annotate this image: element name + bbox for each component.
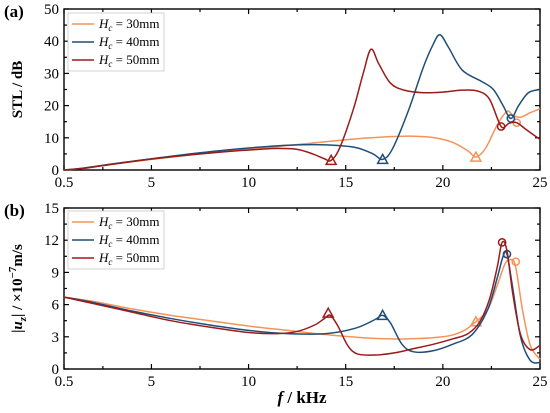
triangle-marker-h30 [469,150,483,162]
legend-entry: Hc = 40mm [98,34,159,51]
legend-label: = 40mm [112,34,159,49]
triangle-marker-h30 [469,315,483,327]
x-tick-label: 0.5 [55,374,74,390]
y-tick-label: 20 [44,99,59,115]
x-tick-label: 25 [533,374,548,390]
x-axis-label: f / kHz [277,388,327,407]
series-line-h30 [63,258,541,360]
legend-sub: c [108,23,112,33]
chart-panel-a: 0.5 5 10 15 20 25 0 10 20 30 40 50 (a) STL / dB Hc = 3… [4,2,548,191]
legend-entry: Hc = 50mm [98,52,159,69]
triangle-marker-h50 [321,306,335,318]
legend-entry: Hc = 30mm [98,16,159,33]
x-tick-label: 15 [338,374,353,390]
x-tick-label: 15 [338,175,353,191]
legend-label: = 50mm [112,52,159,67]
legend-label: = 30mm [112,16,159,31]
x-label-unit: / kHz [283,388,327,407]
legend-sub: c [108,257,112,267]
y-tick-label: 12 [44,233,59,249]
y-axis-label: STL / dB [10,61,26,119]
series-line-h50 [63,48,541,171]
y-axis-label: |uz| / ×10−7m/s [7,244,29,333]
circle-marker-h30 [511,257,521,267]
legend-var: H [98,34,109,49]
y-label-unit: m/s [10,244,26,267]
legend-label: = 30mm [112,214,159,229]
y-tick-label: 3 [52,330,60,346]
x-tick-label: 20 [435,175,450,191]
y-tick-label: 40 [44,34,59,50]
y-tick-label: 30 [44,66,59,82]
legend-label: = 40mm [112,232,159,247]
x-tick-label: 5 [148,175,156,191]
x-tick-label: 10 [241,175,256,191]
y-label-sub: z [17,316,29,322]
x-label-var: f [277,388,285,407]
legend-sub: c [108,59,112,69]
x-tick-label: 10 [241,374,256,390]
y-tick-label: 0 [52,163,60,179]
legend-var: H [98,52,109,67]
x-tick-label: 0.5 [55,175,74,191]
panel-label: (a) [4,2,24,21]
legend-sub: c [108,41,112,51]
triangle-marker-h50 [324,153,338,166]
circle-marker-h50 [497,237,507,247]
chart-panel-b: 0.5 5 10 15 20 25 0 3 6 9 12 15 (b) |uz| / ×10−7m/s f … [4,201,548,407]
circle-marker-h50 [496,122,506,131]
x-tick-label: 5 [148,374,156,390]
y-tick-label: 50 [44,2,59,18]
x-tick-label: 20 [435,374,450,390]
legend-var: H [98,16,109,31]
y-label-sup: −7 [7,266,19,278]
legend-label: = 50mm [112,250,159,265]
triangle-marker-h40 [376,152,389,165]
y-label-var: u [10,321,26,329]
legend-var: H [98,214,109,229]
series-line-h50 [63,240,541,356]
legend-entry: Hc = 30mm [98,214,159,231]
y-label-part: | [10,330,26,333]
y-tick-label: 10 [44,131,59,147]
y-tick-label: 6 [52,298,60,314]
y-tick-label: 15 [44,201,59,217]
y-tick-label: 0 [52,362,60,378]
legend-entry: Hc = 50mm [98,250,159,267]
x-tick-label: 25 [533,175,548,191]
series-line-h40 [63,34,541,171]
legend-var: H [98,250,109,265]
y-label-part: | / ×10 [10,278,26,317]
triangle-marker-h40 [376,308,389,321]
legend-sub: c [108,221,112,231]
legend-entry: Hc = 40mm [98,232,159,249]
legend-sub: c [108,239,112,249]
y-tick-label: 9 [52,265,60,281]
panel-label: (b) [4,201,25,220]
legend-var: H [98,232,109,247]
